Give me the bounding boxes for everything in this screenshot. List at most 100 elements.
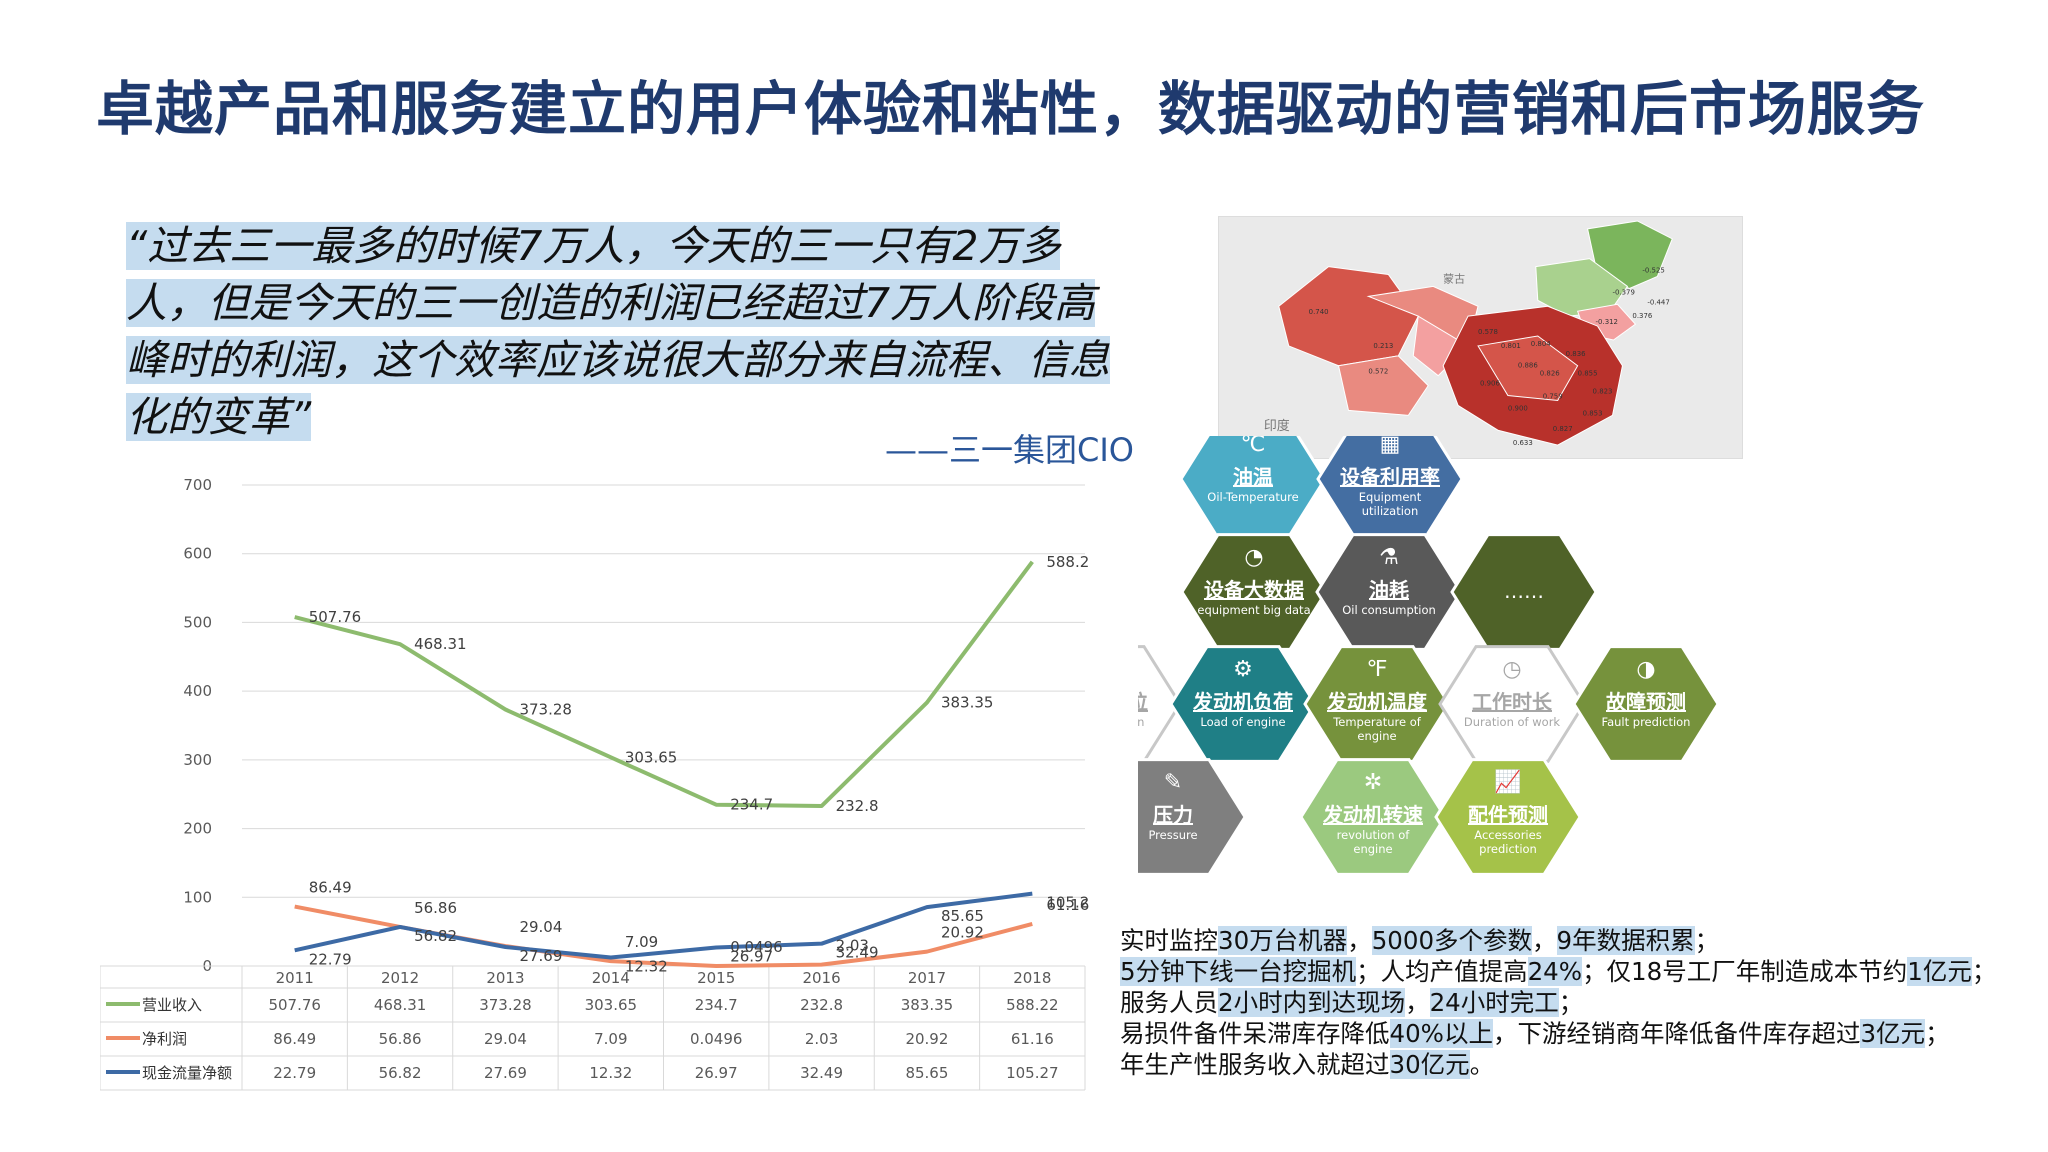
table-cell: 22.79 <box>273 1064 316 1082</box>
temperature-icon: ℉ <box>1367 657 1388 682</box>
fan-icon: ✲ <box>1364 770 1382 795</box>
achievement-line: 5分钟下线一台挖掘机；人均产值提高24%；仅18号工厂年制造成本节约1亿元； <box>1120 956 2040 987</box>
half-circle-icon: ◑ <box>1636 657 1655 682</box>
data-label: 56.82 <box>414 927 457 945</box>
data-label: 20.92 <box>941 924 984 942</box>
pie-chart-icon: ◔ <box>1244 545 1263 570</box>
map-value: 0.855 <box>1578 370 1598 378</box>
table-cell: 303.65 <box>585 996 638 1014</box>
data-label: 86.49 <box>309 879 352 897</box>
syringe-icon: ✎ <box>1164 770 1182 795</box>
map-value: 0.906 <box>1480 380 1500 388</box>
data-label: 22.79 <box>309 950 352 968</box>
table-cell: 588.22 <box>1006 996 1059 1014</box>
table-cell: 383.35 <box>901 996 954 1014</box>
achievements-list: 实时监控30万台机器，5000多个参数，9年数据积累； 5分钟下线一台挖掘机；人均… <box>1120 925 2040 1080</box>
table-cell: 0.0496 <box>690 1030 743 1048</box>
table-cell: 12.32 <box>589 1064 632 1082</box>
data-label: 29.04 <box>519 918 562 936</box>
series-line <box>295 894 1033 958</box>
line-text: ； <box>1559 988 1584 1017</box>
line-text: ； <box>1925 1019 1950 1048</box>
map-value: 0.827 <box>1553 425 1573 433</box>
table-cell: 7.09 <box>594 1030 627 1048</box>
map-value: 0.804 <box>1531 340 1551 348</box>
hex-subtitle: equipment big data <box>1197 603 1310 617</box>
line-text: 。 <box>1470 1050 1495 1079</box>
table-cell: 234.7 <box>695 996 738 1014</box>
line-text: ； <box>1695 926 1720 955</box>
highlight-figure: 30亿元 <box>1390 1050 1470 1079</box>
data-label: 26.97 <box>730 947 773 965</box>
hex-subtitle: engine <box>1353 842 1392 856</box>
financial-line-chart: 0 100 200 300 400 500 600 700 2011 2012 2013 2014 20… <box>100 468 1090 1098</box>
hex-subtitle: prediction <box>1479 842 1537 856</box>
hexagon-grid: ℃ 油温Oil-Temperature ▦设备利用率Equipmentutiliza… <box>1138 436 2038 916</box>
quote-attribution: ——三一集团CIO <box>885 425 1145 471</box>
line-text: 易损件备件呆滞库存降低 <box>1120 1019 1390 1048</box>
iot-parameter-hexagons: ℃ 油温 Oil-Temperature ▦ 设备利用率 Equipment utiliza… <box>1138 436 2038 916</box>
x-tick-label: 2017 <box>908 969 946 987</box>
line-text: 实时监控 <box>1120 926 1218 955</box>
table-cell: 26.97 <box>695 1064 738 1082</box>
data-label: 12.32 <box>625 958 668 976</box>
map-value: 0.759 <box>1543 393 1563 401</box>
map-value: 0.823 <box>1593 388 1613 396</box>
map-value: 0.213 <box>1373 342 1393 350</box>
highlight-figure: 24小时完工 <box>1430 988 1559 1017</box>
y-tick-label: 600 <box>183 545 212 563</box>
y-tick-label: 400 <box>183 682 212 700</box>
data-label: 234.7 <box>730 796 773 814</box>
chart-canvas: 01002003004005006007002011 2012 2013 2014 20… <box>100 468 1090 1098</box>
hex-subtitle: Oil-Temperature <box>1207 490 1298 504</box>
line-text: ，下游经销商年降低备件库存超过 <box>1493 1019 1861 1048</box>
table-cell: 373.28 <box>479 996 532 1014</box>
line-text: ， <box>1347 926 1372 955</box>
stopwatch-icon: ◷ <box>1502 657 1521 682</box>
data-label: 303.65 <box>625 748 678 766</box>
hex-title: 油温 <box>1233 465 1273 489</box>
line-text: ；仅18号工厂年制造成本节约 <box>1582 957 1907 986</box>
table-cell: 61.16 <box>1011 1030 1054 1048</box>
map-label-india: 印度 <box>1264 418 1290 434</box>
hex-title: 发动机负荷 <box>1192 690 1293 714</box>
y-tick-label: 200 <box>183 820 212 838</box>
map-value: 0.578 <box>1478 328 1498 336</box>
data-label: 32.49 <box>836 944 879 962</box>
highlight-figure: 5分钟下线一台挖掘机 <box>1120 957 1356 986</box>
map-value: -0.525 <box>1642 267 1664 275</box>
hex-title: 配件预测 <box>1468 803 1548 827</box>
line-text: 服务人员 <box>1120 988 1218 1017</box>
data-label: 7.09 <box>625 933 658 951</box>
table-cell: 32.49 <box>800 1064 843 1082</box>
hex-more: …… <box>1452 535 1596 650</box>
y-tick-label: 500 <box>183 613 212 631</box>
data-label: 27.69 <box>519 947 562 965</box>
table-cell: 232.8 <box>800 996 843 1014</box>
table-cell: 56.86 <box>379 1030 422 1048</box>
legend-label: 营业收入 <box>142 996 202 1014</box>
hex-subtitle: Equipment <box>1359 490 1422 504</box>
table-cell: 29.04 <box>484 1030 527 1048</box>
data-label: 56.86 <box>414 899 457 917</box>
thermometer-icon: ℃ <box>1241 436 1266 457</box>
highlight-figure: 9年数据积累 <box>1557 926 1695 955</box>
legend-label: 净利润 <box>142 1030 187 1048</box>
achievement-line: 实时监控30万台机器，5000多个参数，9年数据积累； <box>1120 925 2040 956</box>
x-tick-label: 2016 <box>802 969 840 987</box>
hex-title: 工作时长 <box>1472 690 1553 714</box>
hex-subtitle: Fault prediction <box>1602 715 1691 729</box>
x-tick-label: 2018 <box>1013 969 1051 987</box>
hex-title: 燃油油位 <box>1138 690 1148 714</box>
